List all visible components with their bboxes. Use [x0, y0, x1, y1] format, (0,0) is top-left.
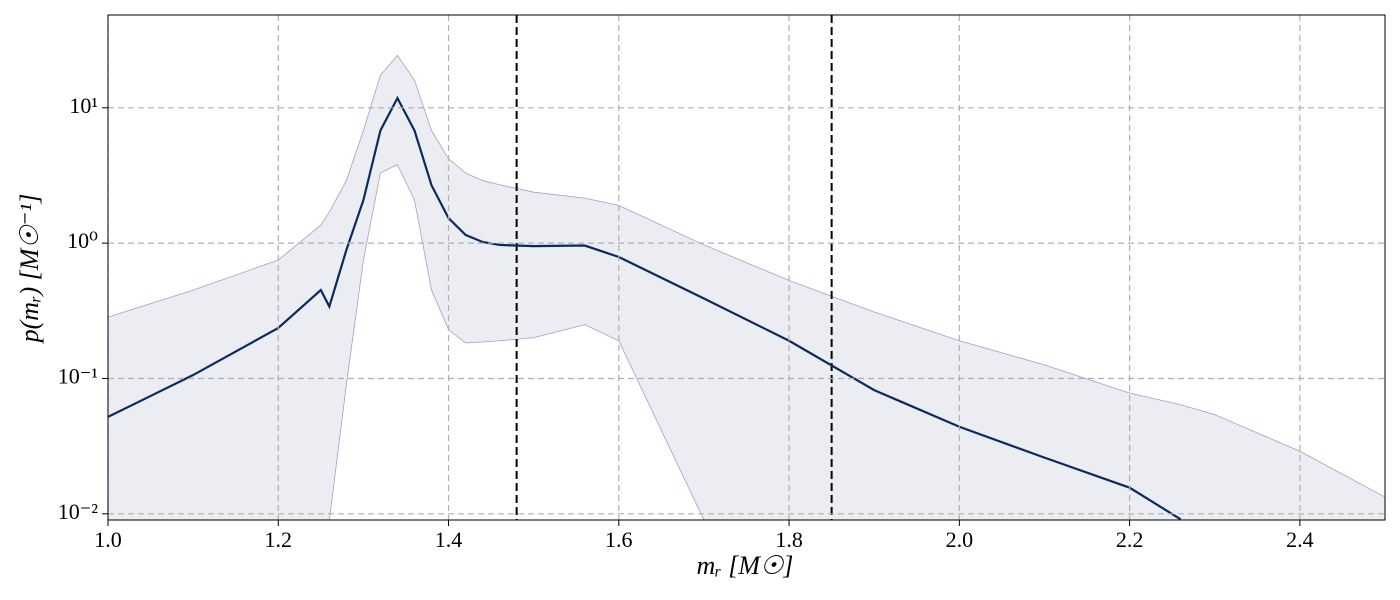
x-tick-label: 2.0: [946, 527, 974, 552]
x-tick-label: 1.2: [265, 527, 293, 552]
y-axis-label: p(mᵣ) [M☉⁻¹]: [15, 194, 44, 345]
plot-area: [108, 15, 1385, 520]
y-tick-label: 10⁰: [67, 228, 98, 253]
median-line: [108, 95, 1182, 520]
band-upper: [108, 54, 1385, 498]
y-tick-label: 10⁻²: [58, 499, 99, 524]
x-tick-label: 1.0: [94, 527, 122, 552]
x-tick-label: 2.2: [1116, 527, 1144, 552]
x-tick-label: 1.4: [435, 527, 463, 552]
y-tick-label: 10¹: [69, 93, 98, 118]
x-tick-label: 1.8: [775, 527, 803, 552]
axes-frame: [107, 14, 1386, 521]
x-axis-label: mᵣ [M☉]: [697, 551, 794, 580]
band-fill: [108, 55, 1385, 520]
x-tick-label: 2.4: [1286, 527, 1314, 552]
x-tick-label: 1.6: [605, 527, 633, 552]
y-tick-label: 10⁻¹: [58, 364, 98, 389]
